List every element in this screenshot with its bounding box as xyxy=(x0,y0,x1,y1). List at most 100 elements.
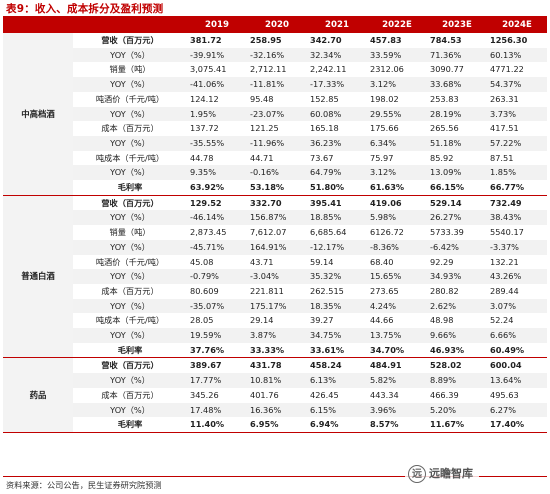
value-cell: -45.71% xyxy=(187,239,247,255)
header-year: 2020 xyxy=(247,18,307,33)
value-cell: 528.02 xyxy=(430,360,462,371)
value-cell: 33.61% xyxy=(307,342,367,359)
value-cell: 44.71 xyxy=(250,152,274,163)
value-cell: 57.22% xyxy=(487,135,547,151)
value-cell: -39.91% xyxy=(187,47,247,63)
value-cell: 1.85% xyxy=(487,165,547,181)
header-year: 2024E xyxy=(487,18,547,33)
table-row: 药品 营收（百万元） 389.67 431.78 458.24 484.91 528.02 6… xyxy=(3,357,547,433)
table-bottom-rule xyxy=(3,476,547,477)
value-cell: 63.92% xyxy=(187,180,247,196)
table-row: 普通白酒 营收（百万元） 129.52 332.70 395.41 419.06 529.1… xyxy=(3,195,547,359)
table-row: YOY（%） -46.14% 156.87% 18.85% 5.98% 26.27% 38.… xyxy=(3,210,547,226)
watermark: 远远瞻智库 xyxy=(405,462,479,486)
value-cell: 419.06 xyxy=(370,197,402,208)
value-cell: -23.07% xyxy=(247,106,307,122)
value-cell: -8.36% xyxy=(367,239,427,255)
value-cell: 53.18% xyxy=(247,180,307,196)
table-row: 吨成本（千元/吨） 28.05 29.14 39.27 44.66 48.98 52.24 xyxy=(3,313,547,328)
value-cell: -0.16% xyxy=(247,165,307,181)
value-cell: -35.07% xyxy=(187,298,247,314)
row-label: 营收（百万元） xyxy=(101,35,159,45)
table-row: 成本（百万元） 345.26 401.76 426.45 443.34 466.39 495… xyxy=(3,388,547,403)
value-cell: 66.77% xyxy=(487,180,547,196)
value-cell: 495.63 xyxy=(490,389,519,400)
value-cell: 253.83 xyxy=(430,93,459,104)
value-cell: 5.98% xyxy=(367,210,427,226)
value-cell: 2,242.11 xyxy=(310,64,347,75)
section-label: 普通白酒 xyxy=(3,195,73,359)
table-row: 中高档酒 营收（百万元） 381.72 258.95 342.70 457.83 784.5… xyxy=(3,33,547,196)
table-row: 吨酒价（千元/吨） 124.12 95.48 152.85 198.02 253.83 26… xyxy=(3,92,547,107)
value-cell: 401.76 xyxy=(250,389,279,400)
value-cell: 66.15% xyxy=(427,180,487,196)
value-cell: 52.24 xyxy=(490,315,514,326)
value-cell: 345.26 xyxy=(190,389,219,400)
value-cell: 17.40% xyxy=(487,417,547,433)
row-label: YOY（%） xyxy=(73,106,187,122)
value-cell: 9.35% xyxy=(187,165,247,181)
value-cell: 6.95% xyxy=(247,417,307,433)
value-cell: 9.66% xyxy=(427,328,487,343)
table-row: 成本（百万元） 80.609 221.811 262.515 273.65 280.82 2… xyxy=(3,284,547,299)
row-label: 吨成本（千元/吨） xyxy=(95,315,165,326)
row-label: YOY（%） xyxy=(73,402,187,418)
value-cell: 95.48 xyxy=(250,93,274,104)
value-cell: 38.43% xyxy=(487,210,547,226)
table-row: YOY（%） -45.71% 164.91% -12.17% -8.36% -6.42% -… xyxy=(3,239,547,255)
row-label: YOY（%） xyxy=(73,77,187,92)
value-cell: 11.67% xyxy=(427,417,487,433)
value-cell: 2,873.45 xyxy=(190,227,227,238)
row-label: 毛利率 xyxy=(73,180,187,196)
table-row: YOY（%） 1.95% -23.07% 60.08% 29.55% 28.19% 3.73… xyxy=(3,106,547,122)
value-cell: 43.26% xyxy=(487,269,547,284)
value-cell: 13.75% xyxy=(367,328,427,343)
value-cell: 46.93% xyxy=(427,342,487,359)
value-cell: 85.92 xyxy=(430,152,454,163)
value-cell: -6.42% xyxy=(427,239,487,255)
title-rule xyxy=(3,16,547,18)
row-label: 成本（百万元） xyxy=(101,389,159,400)
table-row: YOY（%） -35.07% 175.17% 18.35% 4.24% 2.62% 3.07… xyxy=(3,298,547,314)
value-cell: 6.66% xyxy=(487,328,547,343)
value-cell: 5.20% xyxy=(427,402,487,418)
value-cell: 529.14 xyxy=(430,197,462,208)
value-cell: 87.51 xyxy=(490,152,514,163)
value-cell: 262.515 xyxy=(310,285,344,296)
value-cell: 6126.72 xyxy=(370,227,404,238)
value-cell: 165.18 xyxy=(310,123,339,134)
value-cell: -35.55% xyxy=(187,135,247,151)
value-cell: 443.34 xyxy=(370,389,399,400)
value-cell: 29.14 xyxy=(250,315,274,326)
value-cell: 64.79% xyxy=(307,165,367,181)
table-row: YOY（%） -39.91% -32.16% 32.34% 33.59% 71.36% 60… xyxy=(3,47,547,63)
row-label: YOY（%） xyxy=(73,269,187,284)
header-year: 2022E xyxy=(367,18,427,33)
value-cell: 258.95 xyxy=(250,35,282,45)
value-cell: 8.89% xyxy=(427,373,487,388)
value-cell: 34.93% xyxy=(427,269,487,284)
value-cell: 124.12 xyxy=(190,93,219,104)
header-year: 2023E xyxy=(427,18,487,33)
value-cell: 132.21 xyxy=(490,256,519,267)
value-cell: 121.25 xyxy=(250,123,279,134)
row-label: YOY（%） xyxy=(73,373,187,388)
value-cell: 221.811 xyxy=(250,285,284,296)
table-row: YOY（%） 17.48% 16.36% 6.15% 3.96% 5.20% 6.27% xyxy=(3,402,547,418)
value-cell: 43.71 xyxy=(250,256,274,267)
value-cell: 51.80% xyxy=(307,180,367,196)
row-label: 吨酒价（千元/吨） xyxy=(95,93,165,104)
section-label: 中高档酒 xyxy=(3,33,73,196)
value-cell: -11.81% xyxy=(247,77,307,92)
value-cell: 198.02 xyxy=(370,93,399,104)
table-row: YOY（%） 17.77% 10.81% 6.13% 5.82% 8.89% 13.64% xyxy=(3,373,547,388)
row-label: 毛利率 xyxy=(73,417,187,433)
value-cell: 6.34% xyxy=(367,135,427,151)
row-label: 营收（百万元） xyxy=(101,197,159,208)
value-cell: 6,685.64 xyxy=(310,227,347,238)
value-cell: 784.53 xyxy=(430,35,462,45)
value-cell: 71.36% xyxy=(427,47,487,63)
table-row: 吨成本（千元/吨） 44.78 44.71 73.67 75.97 85.92 87.51 xyxy=(3,151,547,166)
value-cell: 389.67 xyxy=(190,360,222,371)
row-label: YOY（%） xyxy=(73,165,187,181)
